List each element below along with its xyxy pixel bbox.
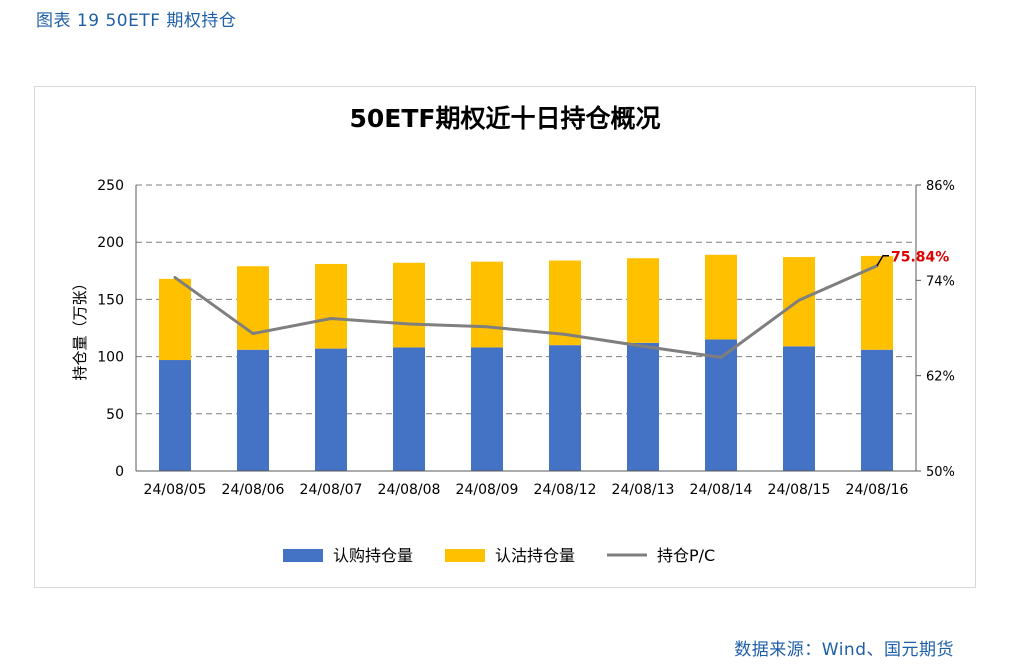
y-tick-label: 200 bbox=[97, 235, 124, 251]
bar-call bbox=[315, 348, 347, 471]
chart-title: 50ETF期权近十日持仓概况 bbox=[350, 104, 661, 133]
y2-tick-label: 86% bbox=[926, 179, 955, 194]
tick-labels: 0 50 100 150 200 250 50% 62% 74% 86% 24/08/05 24/08… bbox=[71, 178, 955, 498]
y-tick-label: 0 bbox=[115, 464, 124, 480]
bar-call bbox=[159, 360, 191, 471]
x-tick-label: 24/08/09 bbox=[456, 482, 519, 498]
pc-point bbox=[719, 355, 723, 359]
x-tick-label: 24/08/05 bbox=[144, 482, 207, 498]
bar-call bbox=[237, 349, 269, 471]
pc-line-path bbox=[174, 264, 878, 359]
legend: 认购持仓量 认沽持仓量 持仓P/C bbox=[283, 546, 715, 565]
bar-call bbox=[783, 346, 815, 471]
y2-tick-label: 74% bbox=[926, 274, 955, 289]
bar-put bbox=[549, 260, 581, 346]
annotation-label: 75.84% bbox=[891, 250, 949, 266]
y-tick-label: 100 bbox=[97, 350, 124, 366]
x-tick-label: 24/08/13 bbox=[612, 482, 675, 498]
legend-label: 持仓P/C bbox=[657, 546, 715, 565]
bars bbox=[159, 254, 893, 471]
x-tick-label: 24/08/08 bbox=[378, 482, 441, 498]
legend-label: 认购持仓量 bbox=[333, 546, 413, 565]
bar-call bbox=[393, 347, 425, 471]
y2-tick-label: 62% bbox=[926, 370, 955, 385]
chart-frame: 50ETF期权近十日持仓概况 0 50 100 150 200 250 50% 62% 74% 8… bbox=[34, 86, 976, 588]
x-tick-label: 24/08/07 bbox=[300, 482, 363, 498]
chart-svg: 50ETF期权近十日持仓概况 0 50 100 150 200 250 50% 62% 74% 8… bbox=[71, 104, 955, 565]
y-tick-label: 250 bbox=[97, 178, 124, 194]
pc-point bbox=[407, 322, 411, 326]
x-tick-label: 24/08/14 bbox=[690, 482, 753, 498]
bar-call bbox=[861, 349, 893, 471]
pc-point bbox=[641, 344, 645, 348]
y-tick-label: 50 bbox=[106, 407, 124, 423]
pc-point bbox=[329, 316, 333, 320]
bar-put bbox=[393, 262, 425, 348]
source-note: 数据来源：Wind、国元期货 bbox=[734, 640, 954, 660]
pc-point bbox=[563, 332, 567, 336]
x-tick-label: 24/08/12 bbox=[534, 482, 597, 498]
bar-put bbox=[315, 263, 347, 349]
bar-call bbox=[549, 345, 581, 471]
y-tick-label: 150 bbox=[97, 292, 124, 308]
legend-swatch bbox=[283, 549, 323, 562]
bar-call bbox=[627, 342, 659, 471]
bar-call bbox=[705, 339, 737, 471]
pc-point bbox=[251, 332, 255, 336]
bar-put bbox=[471, 261, 503, 348]
bar-call bbox=[471, 347, 503, 471]
bar-put bbox=[627, 258, 659, 343]
x-tick-label: 24/08/06 bbox=[222, 482, 285, 498]
pc-line bbox=[173, 254, 889, 359]
pc-point bbox=[797, 298, 801, 302]
x-tick-label: 24/08/16 bbox=[846, 482, 909, 498]
annotation-leader bbox=[876, 254, 889, 267]
axes bbox=[135, 184, 921, 472]
pc-point bbox=[485, 325, 489, 329]
bar-put bbox=[237, 266, 269, 350]
bar-put bbox=[705, 254, 737, 340]
x-tick-label: 24/08/15 bbox=[768, 482, 831, 498]
y-axis-title: 持仓量（万张） bbox=[71, 275, 89, 380]
figure-caption: 图表 19 50ETF 期权持仓 bbox=[36, 11, 237, 31]
y2-tick-label: 50% bbox=[926, 465, 955, 480]
legend-swatch bbox=[445, 549, 485, 562]
bar-put bbox=[159, 278, 191, 361]
legend-label: 认沽持仓量 bbox=[495, 546, 575, 565]
pc-point bbox=[173, 276, 177, 280]
